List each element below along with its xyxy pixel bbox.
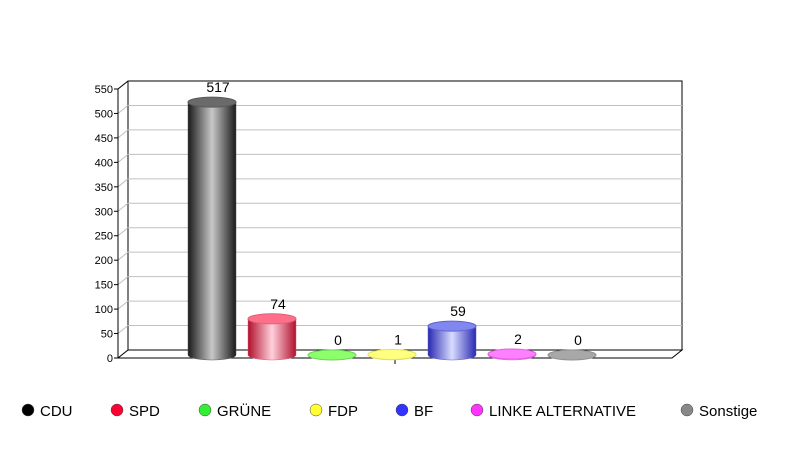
legend-marker	[395, 403, 409, 417]
gridline-side	[117, 129, 129, 139]
gridline-side	[117, 300, 129, 310]
value-label: 1	[394, 332, 402, 348]
y-tick-label: 150	[95, 280, 113, 292]
legend-label: GRÜNE	[217, 402, 271, 420]
bar-top	[487, 348, 537, 360]
bar-top	[187, 96, 237, 108]
value-label: 59	[450, 303, 466, 319]
legend-item: FDP	[309, 403, 358, 420]
legend: CDU SPD GRÜNE FDP BF LINKE ALTERNATIVE Sonstig…	[21, 402, 757, 420]
gridline-side	[117, 178, 129, 188]
y-tick-label: 450	[95, 133, 113, 145]
legend-item: LINKE ALTERNATIVE	[470, 403, 636, 420]
legend-label: CDU	[40, 403, 73, 420]
y-tick-label: 300	[95, 206, 113, 218]
y-axis: 0 50 100 150 200 250 300 350 400 450 500 550	[95, 84, 118, 365]
legend-label: BF	[414, 403, 433, 420]
gridline-side	[117, 227, 129, 237]
y-tick-label: 0	[107, 353, 113, 365]
bar-top	[247, 313, 297, 325]
y-tick-label: 250	[95, 231, 113, 243]
legend-item: GRÜNE	[198, 402, 271, 420]
y-tick-label: 400	[95, 157, 113, 169]
bar-body	[187, 101, 237, 361]
legend-marker	[470, 403, 484, 417]
bar-top	[547, 349, 597, 361]
bar-grüne: 0	[307, 332, 357, 361]
value-label: 2	[514, 331, 522, 347]
bar-top	[307, 349, 357, 361]
legend-item: Sonstige	[680, 403, 757, 420]
bar-sonstige: 0	[547, 332, 597, 361]
legend-marker	[680, 403, 694, 417]
legend-item: CDU	[21, 403, 73, 420]
legend-item: SPD	[110, 403, 160, 420]
bar-spd: 74	[247, 296, 297, 361]
value-label: 74	[270, 296, 286, 312]
legend-label: SPD	[129, 403, 160, 420]
gridline-side	[117, 325, 129, 334]
bar-fdp: 1	[367, 332, 417, 361]
bar-top	[427, 320, 477, 332]
y-tick-label: 50	[101, 329, 113, 341]
legend-label: LINKE ALTERNATIVE	[489, 403, 636, 420]
value-label: 517	[206, 79, 230, 95]
legend-marker	[198, 403, 212, 417]
legend-marker	[110, 403, 124, 417]
gridline-side	[117, 202, 129, 212]
y-tick-label: 100	[95, 304, 113, 316]
bar-top	[367, 349, 417, 361]
y-tick-label: 550	[95, 84, 113, 96]
legend-marker	[309, 403, 323, 417]
gridline-side	[117, 251, 129, 261]
bar-body	[247, 318, 297, 361]
bars: 517 74 0 1 59 2 0	[187, 79, 597, 361]
legend-marker	[21, 403, 35, 417]
y-tick-label: 200	[95, 255, 113, 267]
bar-linke-alternative: 2	[487, 331, 537, 361]
legend-label: Sonstige	[699, 403, 757, 420]
gridline-side	[117, 105, 129, 114]
y-axis-top	[117, 80, 129, 90]
y-tick-label: 500	[95, 108, 113, 120]
legend-label: FDP	[328, 403, 358, 420]
bar-bf: 59	[427, 303, 477, 361]
legend-item: BF	[395, 403, 433, 420]
bar-body	[427, 325, 477, 361]
gridline-side	[117, 153, 129, 163]
value-label: 0	[334, 332, 342, 348]
value-label: 0	[574, 332, 582, 348]
y-tick-label: 350	[95, 182, 113, 194]
bar-cdu: 517	[187, 79, 237, 361]
gridline-side	[117, 276, 129, 286]
